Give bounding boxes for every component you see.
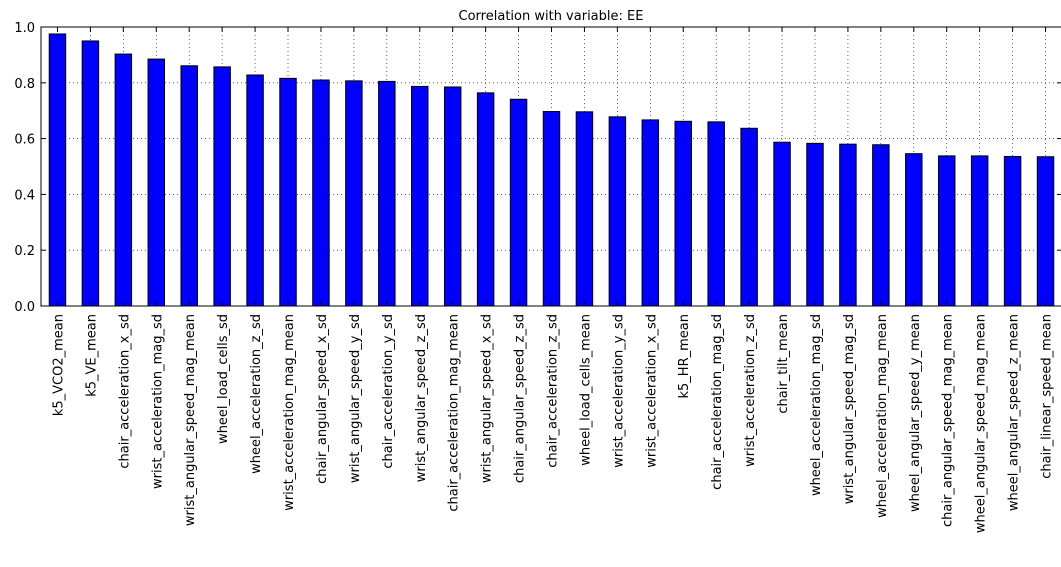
bar-wheel_load_cells_mean [575, 111, 594, 307]
x-tick-label: wrist_acceleration_mag_mean [282, 314, 297, 511]
x-tick-label: chair_acceleration_x_sd [117, 314, 132, 469]
bar-wrist_angular_speed_mag_mean [180, 65, 198, 307]
bar-wrist_angular_speed_z_sd [411, 85, 429, 307]
bar-chair_acceleration_z_sd [542, 111, 561, 307]
bar-wrist_acceleration_y_sd [608, 116, 627, 307]
x-tick-label: wheel_angular_speed_y_mean [908, 314, 923, 512]
x-tick-label: wheel_acceleration_mag_mean [875, 314, 890, 518]
bar-k5_VE_mean [81, 40, 100, 307]
bar-chair_angular_speed_x_sd [312, 79, 330, 307]
bar-wrist_acceleration_x_sd [641, 119, 660, 307]
bar-chair_acceleration_mag_sd [707, 121, 725, 307]
y-tick-label: 0.0 [14, 300, 35, 315]
x-tick-label: wrist_angular_speed_x_sd [480, 314, 495, 483]
y-tick-label: 0.4 [14, 188, 35, 203]
bar-wheel_angular_speed_y_mean [905, 153, 923, 307]
x-tick-label: wrist_acceleration_z_sd [743, 314, 758, 467]
bar-k5_VCO2_mean [48, 33, 67, 307]
x-tick-label: wheel_angular_speed_z_mean [1007, 314, 1022, 511]
x-tick-label: wrist_angular_speed_y_sd [348, 314, 363, 483]
bar-chair_angular_speed_mag_mean [937, 155, 956, 307]
y-axis-ticks: 0.0 0.2 0.4 0.6 0.8 1.0 [14, 21, 1061, 315]
y-tick-label: 0.8 [14, 77, 35, 92]
x-tick-label: wrist_angular_speed_mag_mean [183, 314, 198, 526]
x-tick-label: chair_acceleration_mag_sd [710, 314, 725, 490]
x-tick-label: k5_VE_mean [84, 314, 99, 397]
x-tick-label: wheel_acceleration_mag_sd [809, 314, 824, 496]
x-tick-label: wrist_acceleration_y_sd [611, 314, 626, 468]
bar-chair_tilt_mean [773, 141, 791, 307]
x-tick-label: chair_angular_speed_mag_mean [941, 314, 956, 527]
bar-wheel_load_cells_sd [213, 66, 231, 307]
x-tick-label: chair_tilt_mean [776, 314, 791, 414]
x-tick-label: chair_acceleration_z_sd [546, 314, 561, 468]
bar-wheel_angular_speed_z_mean [1003, 155, 1022, 307]
bar-wheel_acceleration_mag_sd [806, 142, 824, 307]
x-tick-label: chair_acceleration_y_sd [381, 314, 396, 469]
x-tick-label: wheel_angular_speed_mag_mean [974, 314, 989, 533]
x-tick-label: chair_linear_speed_mean [1040, 314, 1055, 479]
x-tick-label: k5_HR_mean [677, 314, 692, 398]
x-tick-label: wheel_load_cells_mean [578, 314, 593, 466]
bar-wrist_acceleration_mag_sd [147, 58, 166, 307]
y-tick-label: 1.0 [14, 21, 35, 36]
y-tick-label: 0.6 [14, 133, 35, 148]
bar-chair_acceleration_y_sd [378, 80, 396, 307]
x-axis-ticks: k5_VCO2_mean k5_VE_mean chair_acceleration… [51, 27, 1055, 533]
x-tick-label: chair_angular_speed_z_sd [513, 314, 528, 483]
x-tick-label: wrist_acceleration_mag_sd [150, 314, 165, 489]
bar-chair_acceleration_mag_mean [443, 86, 462, 307]
x-tick-label: k5_VCO2_mean [51, 314, 66, 416]
bar-k5_HR_mean [674, 120, 692, 307]
bar-wrist_angular_speed_x_sd [476, 92, 495, 307]
bars [48, 33, 1055, 307]
bar-wrist_acceleration_mag_mean [279, 77, 297, 307]
bar-wheel_acceleration_z_sd [246, 74, 264, 307]
y-tick-label: 0.2 [14, 244, 35, 259]
chart-title: Correlation with variable: EE [459, 9, 644, 24]
x-tick-label: wrist_angular_speed_mag_sd [842, 314, 857, 504]
bar-chair_angular_speed_z_sd [509, 98, 528, 307]
bar-wheel_angular_speed_mag_mean [970, 155, 989, 307]
x-tick-label: wrist_angular_speed_z_sd [414, 314, 429, 482]
x-tick-label: wheel_load_cells_sd [216, 314, 231, 444]
bar-wrist_angular_speed_mag_sd [839, 143, 857, 307]
x-tick-label: chair_acceleration_mag_mean [447, 314, 462, 512]
bar-chair_acceleration_x_sd [114, 53, 133, 307]
bar-wrist_acceleration_z_sd [740, 127, 758, 307]
x-tick-label: chair_angular_speed_x_sd [315, 314, 330, 484]
x-tick-label: wrist_acceleration_x_sd [644, 314, 659, 468]
bar-wheel_acceleration_mag_mean [872, 144, 890, 307]
x-tick-label: wheel_acceleration_z_sd [249, 314, 264, 474]
bar-chair_linear_speed_mean [1036, 156, 1055, 307]
bar-wrist_angular_speed_y_sd [345, 80, 363, 307]
